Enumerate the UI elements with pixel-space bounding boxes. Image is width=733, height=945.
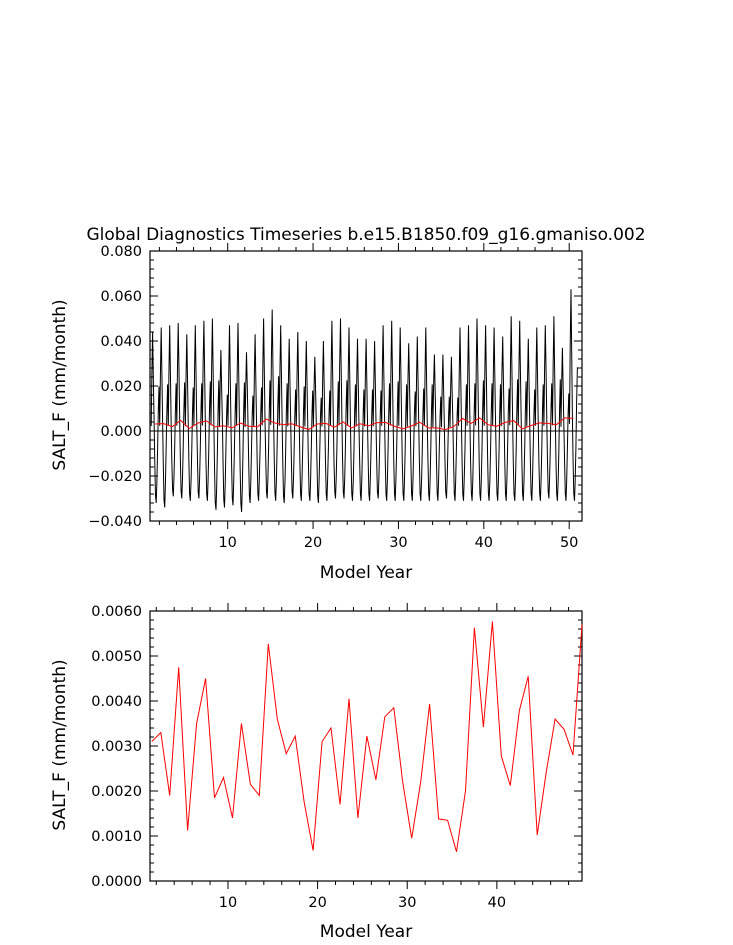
top-timeseries-panel: −0.040 −0.020 0.000 0.020 0.040 0.060 0.080 10 2… <box>88 243 583 551</box>
x-tick-label: 10 <box>219 895 237 911</box>
x-tick-label: 40 <box>475 535 493 551</box>
x-tick-label: 30 <box>398 895 416 911</box>
top-y-axis-label: SALT_F (mm/month) <box>50 299 70 470</box>
y-tick-label: 0.000 <box>100 424 142 440</box>
x-tick-label: 10 <box>218 535 236 551</box>
x-tick-label: 20 <box>308 895 326 911</box>
y-tick-label: 0.0050 <box>91 649 142 665</box>
y-tick-label: 0.020 <box>100 379 142 395</box>
y-tick-label: −0.040 <box>88 514 142 530</box>
y-tick-label: 0.0020 <box>91 784 142 800</box>
y-tick-label: 0.0000 <box>91 874 142 890</box>
bottom-annual-panel: 0.0000 0.0010 0.0020 0.0030 0.0040 0.0050 0.00… <box>91 603 583 911</box>
bottom-x-axis-label: Model Year <box>320 922 412 942</box>
chart-title: Global Diagnostics Timeseries b.e15.B185… <box>86 225 645 245</box>
x-tick-label: 40 <box>488 895 506 911</box>
annual-series-line <box>151 621 583 852</box>
x-tick-label: 20 <box>304 535 322 551</box>
y-tick-label: 0.040 <box>100 334 142 350</box>
y-tick-label: 0.060 <box>100 289 142 305</box>
y-tick-label: 0.080 <box>100 244 142 260</box>
y-tick-label: 0.0060 <box>91 604 142 620</box>
x-tick-label: 50 <box>560 535 578 551</box>
y-tick-label: 0.0030 <box>91 739 142 755</box>
x-tick-label: 30 <box>389 535 407 551</box>
top-x-axis-label: Model Year <box>320 563 412 583</box>
y-tick-label: −0.020 <box>88 469 142 485</box>
monthly-series-line <box>150 289 578 513</box>
annual-series-line <box>155 417 574 431</box>
y-tick-label: 0.0040 <box>91 694 142 710</box>
bottom-y-axis-label: SALT_F (mm/month) <box>50 659 70 830</box>
y-tick-label: 0.0010 <box>91 829 142 845</box>
